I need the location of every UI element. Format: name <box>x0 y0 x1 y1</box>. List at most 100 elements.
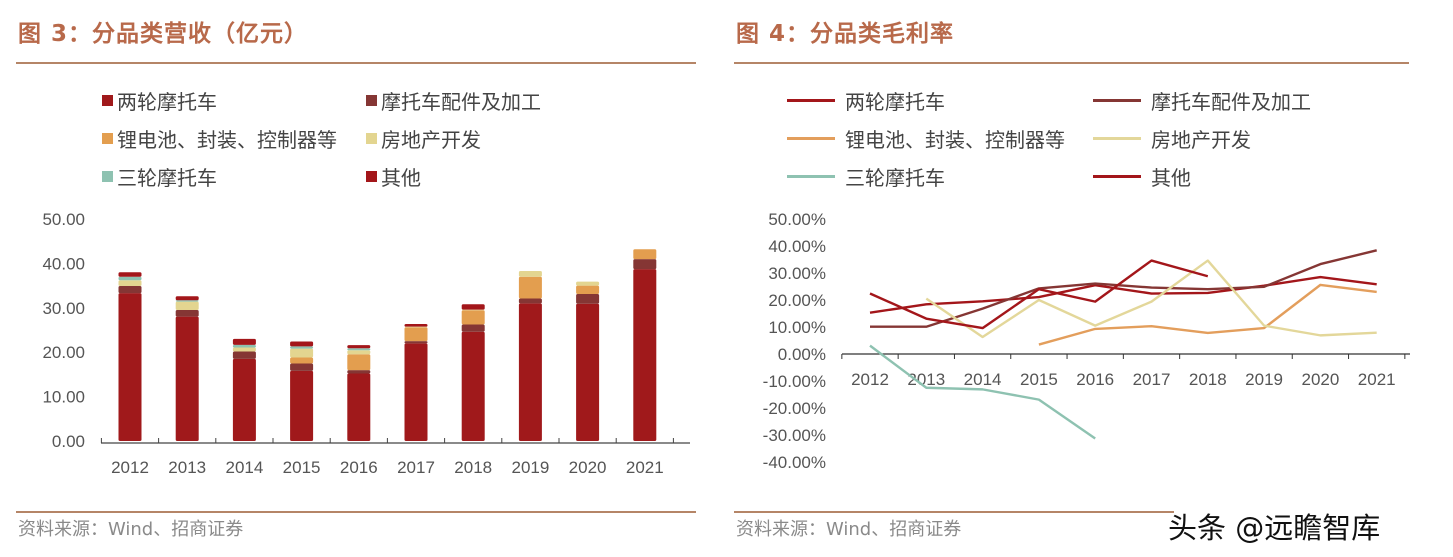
bar-segment <box>175 301 199 311</box>
bar-segment <box>576 285 600 295</box>
bar-segment <box>576 281 600 286</box>
series-line <box>925 259 1377 339</box>
bar-segment <box>404 341 428 344</box>
bar-segment <box>347 345 371 349</box>
bar-segment <box>175 316 199 441</box>
bar-chart: 0.00 10.00 20.00 30.00 40.00 50.00 2012 2013 201… <box>42 210 690 477</box>
legend-swatch <box>1093 175 1141 178</box>
x-tick-label: 2013 <box>168 458 206 477</box>
x-tick-label: 2019 <box>1245 370 1283 389</box>
bar-segment <box>404 327 428 342</box>
legend-swatch <box>366 171 377 182</box>
x-tick-label: 2016 <box>1076 370 1114 389</box>
line-chart: -40.00% -30.00% -20.00% -10.00% 0.00% 10.00% 2… <box>763 210 1410 472</box>
bar-segment <box>633 269 657 441</box>
bar-segment <box>576 303 600 441</box>
legend-swatch <box>787 175 835 178</box>
legend-label: 其他 <box>1151 166 1191 190</box>
x-tick-label: 2019 <box>511 458 549 477</box>
source-note: 资料来源：Wind、招商证券 <box>18 519 244 540</box>
bar-segment <box>118 293 142 441</box>
bar-segment <box>633 259 657 270</box>
legend-item: 摩托车配件及加工 <box>1093 86 1311 115</box>
bar-segment <box>175 310 199 317</box>
legend-item: 其他 <box>366 162 421 191</box>
footer-divider <box>734 511 1174 513</box>
y-tick-label: 50.00 <box>42 210 85 229</box>
x-tick-label: 2013 <box>907 370 945 389</box>
bar-segment <box>518 298 542 304</box>
x-tick-label: 2021 <box>626 458 664 477</box>
bar-segment <box>118 276 142 281</box>
bar-segment <box>232 338 256 345</box>
bar-segment <box>461 331 485 441</box>
bar-segment <box>232 358 256 441</box>
y-tick-label: 20.00% <box>768 291 826 310</box>
bar-segment <box>290 357 314 364</box>
legend-item: 两轮摩托车 <box>787 86 945 115</box>
legend-item: 房地产开发 <box>366 124 481 153</box>
legend-label: 三轮摩托车 <box>845 166 945 190</box>
legend-swatch <box>787 99 835 102</box>
legend-item: 三轮摩托车 <box>102 162 217 191</box>
bar-segment <box>347 370 371 374</box>
y-tick-label: 30.00 <box>42 299 85 318</box>
footer-divider <box>16 511 696 513</box>
bar-segment <box>232 351 256 359</box>
legend-label: 锂电池、封装、控制器等 <box>845 128 1065 152</box>
x-tick-label: 2020 <box>569 458 607 477</box>
y-tick-label: 10.00 <box>42 388 85 407</box>
y-tick-label: -40.00% <box>763 453 826 472</box>
legend-item: 房地产开发 <box>1093 124 1251 153</box>
legend-swatch <box>1093 137 1141 140</box>
legend-label: 两轮摩托车 <box>845 90 945 114</box>
bar-segment <box>347 373 371 441</box>
series-line <box>869 275 1377 314</box>
x-tick-label: 2017 <box>397 458 435 477</box>
series-line <box>1038 283 1377 346</box>
legend-label: 摩托车配件及加工 <box>381 90 541 114</box>
y-tick-label: 40.00% <box>768 237 826 256</box>
legend-swatch <box>366 133 377 144</box>
source-note: 资料来源：Wind、招商证券 <box>736 519 962 540</box>
bar-segment <box>518 276 542 299</box>
bar-segment <box>461 324 485 332</box>
x-tick-label: 2015 <box>1020 370 1058 389</box>
legend-item: 锂电池、封装、控制器等 <box>102 124 337 153</box>
bar-segment <box>232 344 256 348</box>
legend-label: 房地产开发 <box>1151 128 1251 152</box>
legend-swatch <box>102 171 113 182</box>
bar-segment <box>290 370 314 441</box>
x-tick-label: 2020 <box>1301 370 1339 389</box>
bar-segment <box>404 343 428 441</box>
x-tick-label: 2021 <box>1358 370 1396 389</box>
bar-segment <box>461 309 485 311</box>
x-tick-label: 2014 <box>225 458 263 477</box>
bar-segment <box>347 350 371 355</box>
series-line <box>869 344 1096 440</box>
bar-segment <box>633 249 657 260</box>
bar-segment <box>347 354 371 371</box>
legend-label: 三轮摩托车 <box>117 166 217 190</box>
bar-segment <box>232 347 256 352</box>
y-tick-label: 0.00 <box>52 432 85 451</box>
right-panel: 图 4：分品类毛利率 两轮摩托车 摩托车配件及加工 锂电池、封装、控制器等 房地产开发… <box>720 0 1453 557</box>
title-divider <box>734 62 1409 64</box>
legend-label: 其他 <box>381 166 421 190</box>
y-tick-label: -30.00% <box>763 426 826 445</box>
figure-3-title: 图 3：分品类营收（亿元） <box>18 21 309 47</box>
legend-item: 摩托车配件及加工 <box>366 86 541 115</box>
legend-item: 两轮摩托车 <box>102 86 217 115</box>
bar-segment <box>290 341 314 347</box>
x-tick-label: 2018 <box>1189 370 1227 389</box>
bar-segment <box>461 310 485 325</box>
bar-segment <box>118 272 142 277</box>
y-tick-label: 0.00% <box>778 345 826 364</box>
legend-swatch <box>102 95 113 106</box>
legend-item: 锂电池、封装、控制器等 <box>787 124 1065 153</box>
bar-segment <box>461 304 485 310</box>
legend-item: 三轮摩托车 <box>787 162 945 191</box>
bar-segment <box>290 363 314 371</box>
y-tick-label: 20.00 <box>42 343 85 362</box>
y-tick-label: 30.00% <box>768 264 826 283</box>
